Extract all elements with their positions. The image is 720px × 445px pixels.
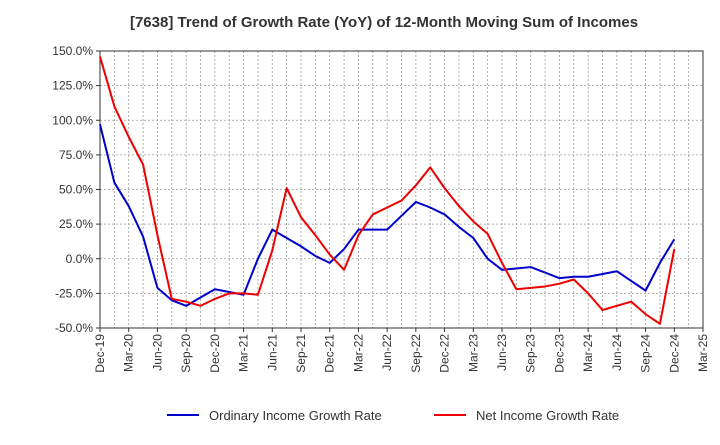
y-axis: 150.0% 125.0% 100.0% 75.0% 50.0% 25.0% 0.0% -25… <box>52 44 100 335</box>
y-tick-label: 75.0% <box>59 148 93 162</box>
x-tick-label: Dec-21 <box>323 334 337 373</box>
x-tick-label: Mar-24 <box>581 334 595 372</box>
grid <box>100 51 703 328</box>
x-tick-label: Sep-20 <box>179 334 193 373</box>
y-tick-label: 0.0% <box>66 252 94 266</box>
y-tick-label: -25.0% <box>55 286 93 300</box>
x-tick-label: Jun-21 <box>265 334 279 371</box>
chart-title: [7638] Trend of Growth Rate (YoY) of 12-… <box>130 14 638 31</box>
x-tick-label: Mar-25 <box>696 334 710 372</box>
y-tick-label: 125.0% <box>52 79 93 93</box>
x-tick-label: Jun-22 <box>380 334 394 371</box>
x-tick-label: Dec-22 <box>438 334 452 373</box>
legend: Ordinary Income Growth Rate Net Income G… <box>167 408 619 423</box>
y-tick-label: 150.0% <box>52 44 93 58</box>
x-tick-label: Mar-23 <box>466 334 480 372</box>
y-tick-label: 50.0% <box>59 183 93 197</box>
series-line-0 <box>99 124 676 307</box>
y-tick-label: 100.0% <box>52 113 93 127</box>
x-axis: Dec-19 Mar-20 Jun-20 Sep-20 Dec-20 Mar-21 Jun-… <box>93 328 710 373</box>
x-tick-label: Dec-19 <box>93 334 107 373</box>
x-tick-label: Mar-21 <box>237 334 251 372</box>
x-tick-label: Sep-21 <box>294 334 308 373</box>
x-tick-label: Dec-23 <box>552 334 566 373</box>
x-tick-label: Dec-20 <box>208 334 222 373</box>
x-tick-label: Jun-23 <box>495 334 509 371</box>
x-tick-label: Dec-24 <box>667 334 681 373</box>
series-lines <box>99 56 676 325</box>
x-tick-label: Mar-22 <box>351 334 365 372</box>
x-tick-label: Mar-20 <box>122 334 136 372</box>
x-tick-label: Sep-23 <box>524 334 538 373</box>
legend-label-net-income: Net Income Growth Rate <box>476 408 619 423</box>
series-line-1 <box>99 56 676 325</box>
x-tick-label: Sep-22 <box>409 334 423 373</box>
legend-label-ordinary-income: Ordinary Income Growth Rate <box>209 408 382 423</box>
x-tick-label: Jun-24 <box>610 334 624 371</box>
y-tick-label: 25.0% <box>59 217 93 231</box>
x-tick-label: Jun-20 <box>150 334 164 371</box>
y-tick-label: -50.0% <box>55 321 93 335</box>
x-tick-label: Sep-24 <box>639 334 653 373</box>
